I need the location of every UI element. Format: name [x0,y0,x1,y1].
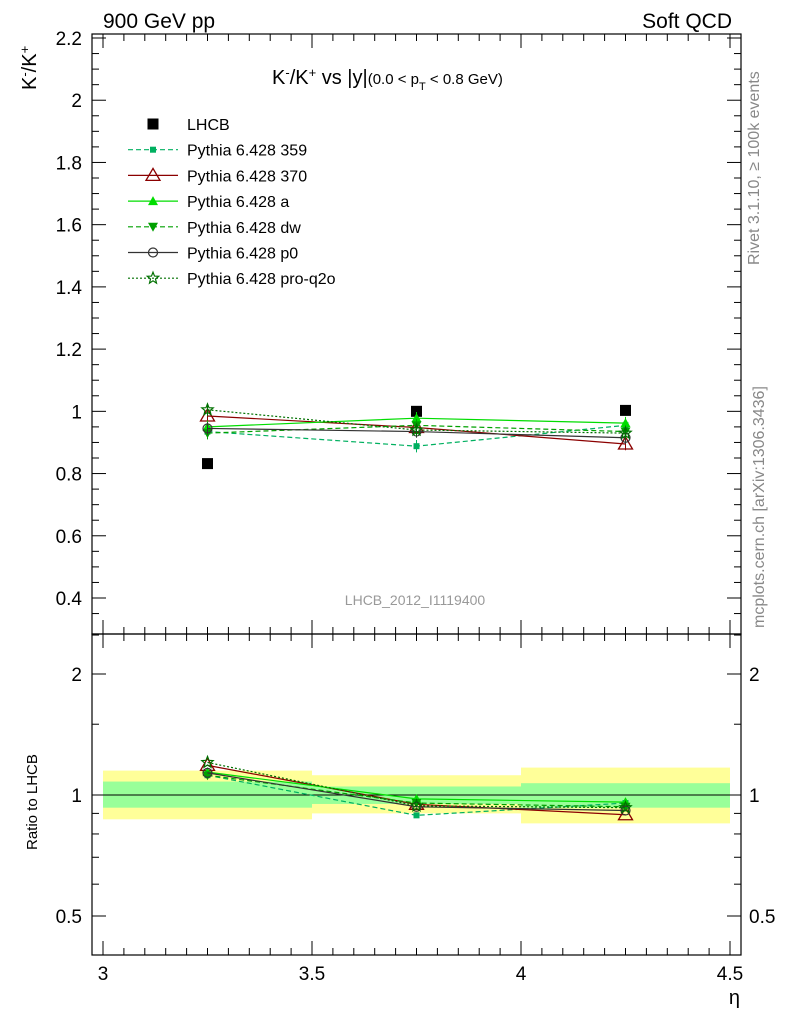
main-ytick-label: 2.2 [56,29,82,50]
ratio-point [618,800,633,814]
header-right: Soft QCD [642,10,732,33]
legend: LHCB Pythia 6.428 359 Pythia 6.428 370 Pyth… [128,117,336,288]
ratio-point [620,802,631,812]
main-ytick-label: 0.6 [56,527,82,548]
main-ytick-label: 1.4 [56,278,83,299]
main-panel: 0.4 0.6 0.8 1 1.2 1.4 1.6 1.8 2 2.2 [56,29,742,635]
ratio-panel: 0.5 0.5 1 1 2 2 3 3.5 4 4.5 [56,633,775,985]
ratio-point [411,801,422,812]
rivet-label: Rivet 3.1.10, ≥ 100k events [746,71,763,265]
main-ytick-label: 1.8 [56,153,82,174]
ratio-ytick-label-right: 1 [749,786,760,807]
legend-label: Pythia 6.428 370 [187,168,307,185]
ratio-point [411,799,422,809]
xtick-label: 3 [98,964,109,985]
data-point [620,418,631,428]
ratio-ytick-label-right: 0.5 [749,907,775,928]
ratio-ytick-label: 2 [71,665,82,686]
plot-title: K-/K+ vs |y|(0.0 < pT < 0.8 GeV) [272,65,503,94]
ratio-ytick-label: 0.5 [56,907,82,928]
xtick-label: 4.5 [717,964,743,985]
legend-marker [150,146,156,153]
data-point [413,443,420,450]
data-point [411,413,422,423]
legend-label: Pythia 6.428 dw [187,220,301,237]
main-ytick-label: 0.8 [56,465,82,486]
main-ylabel: K-/K+ [17,46,42,90]
main-ytick-label: 1.2 [56,340,82,361]
legend-label: Pythia 6.428 359 [187,143,307,160]
ratio-point [620,805,631,816]
legend-marker [145,270,161,285]
data-point [202,423,213,434]
ratio-point [202,767,213,778]
main-ytick-label: 0.4 [56,589,83,610]
ratio-point [409,798,424,813]
legend-label: Pythia 6.428 a [187,194,289,211]
xtick-label: 3.5 [299,964,325,985]
legend-label: LHCB [187,117,230,134]
data-point [618,425,633,440]
data-point [620,404,631,416]
xtick-label: 4 [516,964,527,985]
legend-marker [148,222,158,232]
main-ytick-label: 1.6 [56,216,82,237]
header-left: 900 GeV pp [103,10,215,33]
legend-marker [147,118,159,130]
data-point [409,422,424,437]
legend-marker [147,247,159,258]
ratio-point [200,754,215,769]
ratio-point [413,812,420,819]
mcplots-label: mcplots.cern.ch [arXiv:1306.3436] [751,386,768,628]
ratio-series-pp0 [202,767,631,816]
ratio-series-pq2o [200,754,633,814]
legend-marker [144,167,162,182]
legend-label: Pythia 6.428 p0 [187,246,298,263]
ratio-ytick-label: 1 [71,786,82,807]
data-point [617,435,634,450]
data-point [202,458,213,470]
series-pq2o [200,402,633,440]
data-point [200,402,215,416]
main-ytick-label: 2 [71,91,82,112]
ratio-ytick-label-right: 2 [749,665,760,686]
ratio-ylabel: Ratio to LHCB [24,754,41,850]
xlabel: η [729,987,740,1009]
main-ytick-label: 1 [71,402,82,423]
ratio-series-line [207,761,626,809]
legend-marker [148,196,158,206]
legend-label: Pythia 6.428 pro-q2o [187,271,336,288]
series-data [202,404,631,470]
analysis-watermark: LHCB_2012_I1119400 [345,592,486,608]
data-point [411,405,422,417]
ratio-series-line [207,772,626,812]
